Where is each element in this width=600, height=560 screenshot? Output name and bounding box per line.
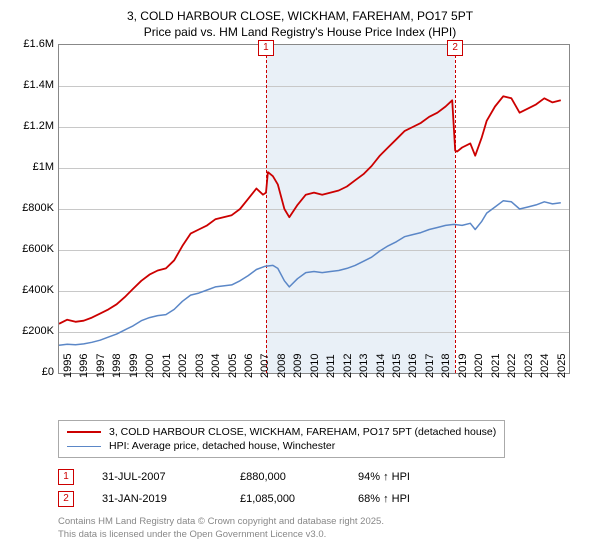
legend-label: HPI: Average price, detached house, Winc… xyxy=(109,440,335,452)
legend-label: 3, COLD HARBOUR CLOSE, WICKHAM, FAREHAM,… xyxy=(109,426,496,438)
x-axis-label: 2025 xyxy=(556,354,568,378)
series-price_paid xyxy=(59,97,561,324)
footer-line-2: This data is licensed under the Open Gov… xyxy=(58,529,588,541)
legend-swatch xyxy=(67,446,101,447)
x-axis-label: 2009 xyxy=(292,354,304,378)
title-line-1: 3, COLD HARBOUR CLOSE, WICKHAM, FAREHAM,… xyxy=(12,8,588,24)
x-axis-label: 2001 xyxy=(161,354,173,378)
x-axis-label: 2012 xyxy=(342,354,354,378)
chart-title: 3, COLD HARBOUR CLOSE, WICKHAM, FAREHAM,… xyxy=(12,8,588,40)
footer-line-1: Contains HM Land Registry data © Crown c… xyxy=(58,516,588,528)
legend-swatch xyxy=(67,431,101,433)
x-axis-label: 2015 xyxy=(391,354,403,378)
x-axis-label: 2018 xyxy=(440,354,452,378)
x-axis-label: 2007 xyxy=(259,354,271,378)
chart-area: £0£200K£400K£600K£800K£1M£1.2M£1.4M£1.6M… xyxy=(16,44,576,394)
x-axis-label: 2014 xyxy=(375,354,387,378)
footer: Contains HM Land Registry data © Crown c… xyxy=(58,516,588,541)
x-axis-label: 2019 xyxy=(457,354,469,378)
chart-container: 3, COLD HARBOUR CLOSE, WICKHAM, FAREHAM,… xyxy=(0,0,600,560)
x-axis-label: 2024 xyxy=(539,354,551,378)
sales-table: 1 31-JUL-2007 £880,000 94% ↑ HPI 2 31-JAN-201… xyxy=(58,466,588,510)
sale-badge: 1 xyxy=(58,469,74,485)
x-axis-label: 2005 xyxy=(227,354,239,378)
y-axis-label: £1.4M xyxy=(16,79,54,91)
legend-item: 3, COLD HARBOUR CLOSE, WICKHAM, FAREHAM,… xyxy=(67,425,496,439)
sale-date: 31-JAN-2019 xyxy=(102,493,212,505)
sale-row: 2 31-JAN-2019 £1,085,000 68% ↑ HPI xyxy=(58,488,588,510)
sale-pct: 94% ↑ HPI xyxy=(358,471,468,483)
x-axis-label: 1995 xyxy=(62,354,74,378)
x-axis-label: 2021 xyxy=(490,354,502,378)
sale-row: 1 31-JUL-2007 £880,000 94% ↑ HPI xyxy=(58,466,588,488)
legend-item: HPI: Average price, detached house, Winc… xyxy=(67,439,496,453)
x-axis-label: 2020 xyxy=(473,354,485,378)
sale-badge: 2 xyxy=(58,491,74,507)
title-line-2: Price paid vs. HM Land Registry's House … xyxy=(12,24,588,40)
line-series xyxy=(59,45,569,373)
y-axis-label: £1.6M xyxy=(16,38,54,50)
y-axis-label: £1.2M xyxy=(16,120,54,132)
x-axis-label: 1996 xyxy=(78,354,90,378)
sale-pct: 68% ↑ HPI xyxy=(358,493,468,505)
x-axis-label: 2023 xyxy=(523,354,535,378)
x-axis-label: 1998 xyxy=(111,354,123,378)
y-axis-label: £600K xyxy=(16,243,54,255)
x-axis-label: 2003 xyxy=(194,354,206,378)
x-axis-label: 2010 xyxy=(309,354,321,378)
x-axis-label: 2017 xyxy=(424,354,436,378)
x-axis-label: 2008 xyxy=(276,354,288,378)
x-axis-label: 2006 xyxy=(243,354,255,378)
x-axis-label: 2000 xyxy=(144,354,156,378)
y-axis-label: £200K xyxy=(16,325,54,337)
legend: 3, COLD HARBOUR CLOSE, WICKHAM, FAREHAM,… xyxy=(58,420,505,458)
x-axis-label: 2004 xyxy=(210,354,222,378)
x-axis-label: 2022 xyxy=(506,354,518,378)
x-axis-label: 2011 xyxy=(325,355,337,379)
plot-area: 12 xyxy=(58,44,570,374)
sale-price: £1,085,000 xyxy=(240,493,330,505)
series-hpi xyxy=(59,201,561,345)
x-axis-label: 1999 xyxy=(128,354,140,378)
y-axis-label: £800K xyxy=(16,202,54,214)
x-axis-label: 2013 xyxy=(358,354,370,378)
y-axis-label: £0 xyxy=(16,366,54,378)
sale-date: 31-JUL-2007 xyxy=(102,471,212,483)
y-axis-label: £1M xyxy=(16,161,54,173)
x-axis-label: 1997 xyxy=(95,354,107,378)
sale-price: £880,000 xyxy=(240,471,330,483)
y-axis-label: £400K xyxy=(16,284,54,296)
x-axis-label: 2002 xyxy=(177,354,189,378)
x-axis-label: 2016 xyxy=(407,354,419,378)
